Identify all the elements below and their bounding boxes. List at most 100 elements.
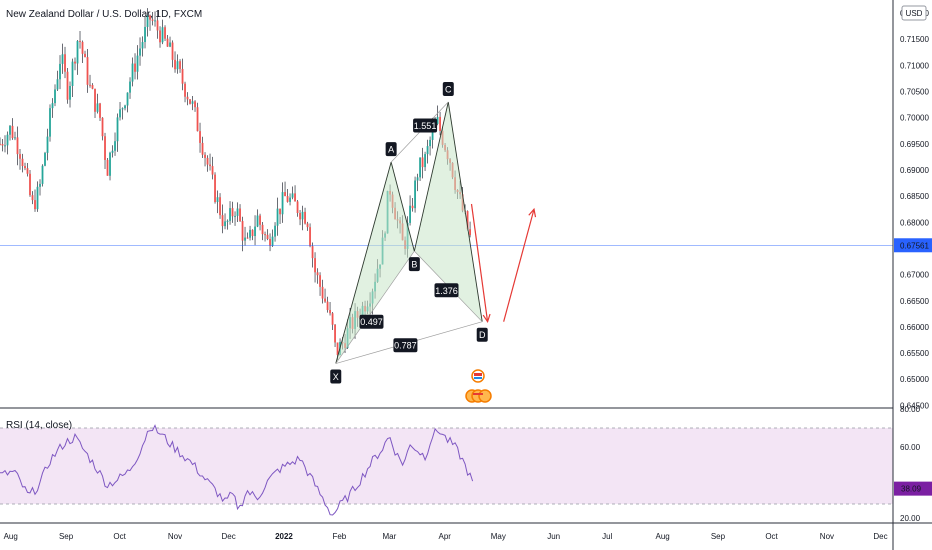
candle-body (161, 27, 164, 43)
candle-body (291, 193, 294, 198)
pattern-ratio-line-xb (335, 250, 415, 364)
point-label-box (330, 369, 342, 384)
candle (214, 172, 216, 204)
pattern-point-c[interactable]: C (442, 82, 454, 96)
pattern-point-b[interactable]: B (408, 257, 420, 272)
candle-body (74, 61, 76, 64)
candle (159, 26, 161, 48)
candle (96, 93, 99, 114)
candle-body (309, 227, 311, 247)
candle-body (316, 272, 319, 276)
pattern-ratio-label[interactable]: 1.376 (434, 283, 459, 298)
rsi-tick-label: 20.00 (900, 514, 921, 523)
candle-body (234, 215, 236, 217)
projection-arrows[interactable] (470, 203, 537, 324)
candle-body (176, 61, 179, 70)
candle (246, 232, 249, 239)
candle-body (109, 152, 111, 176)
candle (304, 207, 306, 225)
candle (421, 147, 424, 179)
candle-body (149, 15, 151, 20)
pattern-ratio-label[interactable]: 1.551 (413, 118, 438, 133)
ratio-label-text: 0.497 (360, 317, 383, 327)
candle (64, 46, 66, 79)
pattern-point-a[interactable]: A (385, 142, 397, 157)
candle-body (66, 71, 69, 100)
candle (326, 296, 329, 313)
candle (276, 197, 279, 236)
candle-body (169, 42, 171, 47)
down-arrow[interactable] (470, 203, 491, 324)
candle-body (56, 79, 59, 90)
candle (234, 211, 236, 226)
candle (36, 181, 39, 212)
rsi-tick-label: 80.00 (900, 405, 921, 414)
candle-body (191, 101, 194, 104)
candle (309, 223, 311, 248)
up-arrow[interactable] (503, 207, 537, 322)
candle (116, 113, 119, 152)
time-tick-label: Sep (711, 532, 726, 541)
candle (164, 25, 166, 41)
candle-body (209, 164, 211, 167)
candle-body (171, 42, 174, 60)
candle-body (156, 20, 159, 31)
candle (99, 102, 101, 122)
candle-body (146, 15, 149, 27)
economic-event-icons[interactable] (465, 369, 492, 403)
candle-body (206, 157, 209, 165)
pattern-ratio-label[interactable]: 0.497 (359, 314, 384, 329)
event-icon[interactable] (478, 389, 492, 403)
price-tick-label: 0.69000 (900, 166, 929, 175)
pattern-ratio-label[interactable]: 0.787 (393, 338, 418, 353)
time-axis[interactable]: Aug Sep Oct Nov Dec 2022 Feb Mar Apr May Jun Jul Aug… (4, 532, 888, 541)
candle-body (34, 200, 36, 210)
candle (329, 302, 331, 316)
candle (174, 51, 176, 73)
candle (199, 122, 201, 153)
candle (409, 195, 411, 226)
candle-body (254, 226, 256, 237)
candle (1, 138, 4, 152)
currency-badge[interactable] (901, 5, 927, 21)
candle-body (289, 197, 291, 202)
candle (201, 136, 204, 158)
candle-body (134, 63, 136, 72)
candle (181, 58, 184, 91)
candle (44, 151, 46, 167)
candle (146, 8, 149, 37)
candle-body (469, 229, 471, 236)
candle (129, 77, 131, 99)
candle-body (279, 208, 281, 215)
candle (169, 36, 171, 48)
candle (156, 10, 159, 39)
pattern-point-x[interactable]: X (330, 369, 342, 384)
candle (264, 231, 266, 242)
candle (109, 151, 111, 181)
candle-body (114, 141, 116, 151)
pattern-leg-bc (413, 101, 449, 252)
candle-body (224, 221, 226, 227)
candle (151, 12, 154, 26)
candle (224, 213, 226, 230)
us-flag-stripe-icon (474, 373, 482, 376)
pattern-point-d[interactable]: D (476, 327, 488, 342)
candle (266, 229, 269, 241)
harmonic-pattern[interactable]: X A B C D 0.497 1.551 1.376 0.787 (330, 82, 488, 384)
candle-body (0, 143, 1, 145)
candle (6, 131, 9, 155)
rsi-axis[interactable]: 80.00 60.00 20.00 (900, 405, 921, 523)
candle (149, 14, 151, 31)
candle (286, 188, 289, 203)
price-tick-label: 0.71500 (900, 35, 929, 44)
candle (186, 92, 189, 106)
candle (39, 179, 41, 196)
candle (416, 173, 419, 192)
point-label-text: X (333, 372, 339, 382)
pattern-leg-ab (390, 162, 415, 252)
time-tick-label: Mar (382, 532, 396, 541)
candle (54, 84, 56, 107)
candle (179, 59, 181, 73)
point-label-text: C (445, 85, 452, 95)
